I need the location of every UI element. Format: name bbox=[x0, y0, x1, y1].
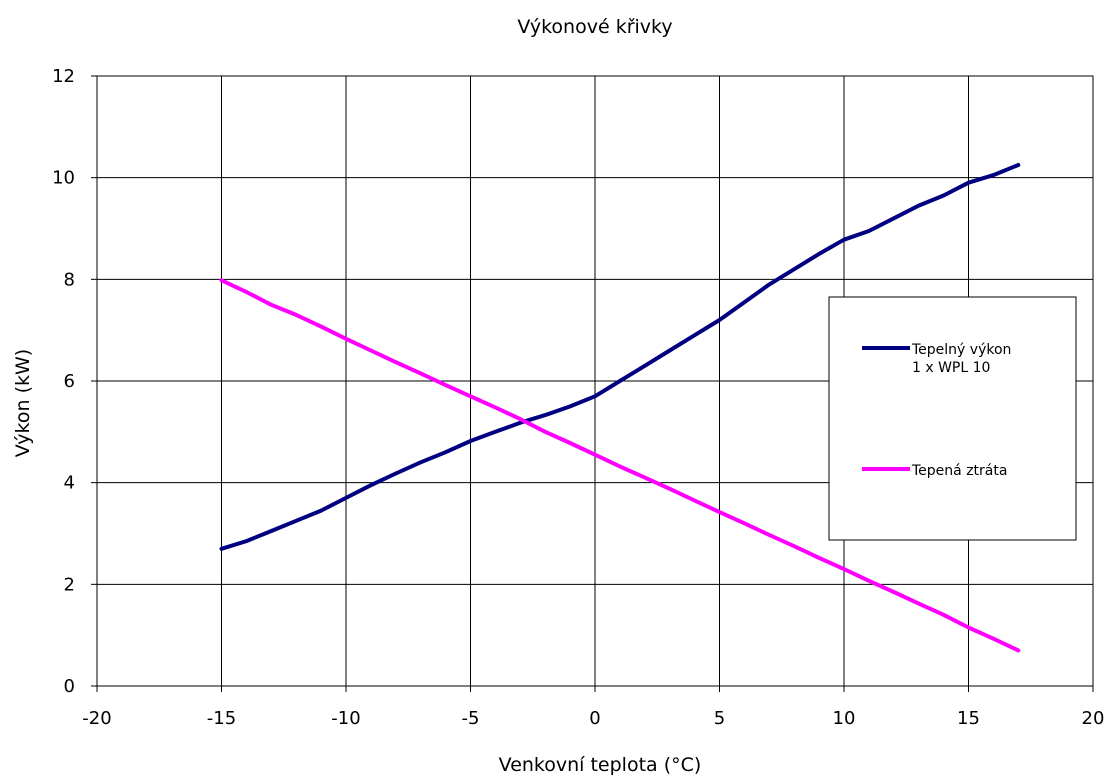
x-tick-label: -5 bbox=[462, 708, 480, 729]
y-tick-label: 4 bbox=[64, 473, 75, 494]
x-axis-title: Venkovní teplota (°C) bbox=[499, 754, 702, 776]
x-tick-label: 0 bbox=[589, 708, 600, 729]
legend: Tepelný výkon 1 x WPL 10 Tepená ztráta bbox=[828, 296, 1077, 541]
legend-label-2: Tepená ztráta bbox=[911, 463, 1007, 479]
y-axis-title: Výkon (kW) bbox=[12, 349, 34, 457]
series-lines bbox=[219, 163, 1021, 653]
y-tick-label: 10 bbox=[52, 168, 75, 189]
y-tick-label: 2 bbox=[64, 574, 75, 595]
x-tick-label: 5 bbox=[714, 708, 725, 729]
x-tick-label: -10 bbox=[331, 708, 360, 729]
x-tick-label: 20 bbox=[1082, 708, 1105, 729]
y-axis-ticks: 0 2 4 6 8 10 12 bbox=[52, 66, 97, 697]
x-tick-label: -15 bbox=[207, 708, 236, 729]
chart-title: Výkonové křivky bbox=[517, 16, 673, 38]
legend-box bbox=[828, 296, 1077, 541]
y-tick-label: 8 bbox=[64, 269, 75, 290]
series-line-1 bbox=[219, 163, 1021, 551]
x-tick-label: -20 bbox=[82, 708, 111, 729]
y-tick-label: 0 bbox=[64, 676, 75, 697]
legend-label-1: Tepelný výkon 1 x WPL 10 bbox=[911, 342, 1011, 376]
x-axis-ticks: -20 -15 -10 -5 0 5 10 15 20 bbox=[82, 686, 1104, 729]
x-tick-label: 15 bbox=[957, 708, 980, 729]
y-tick-label: 6 bbox=[64, 371, 75, 392]
y-tick-label: 12 bbox=[52, 66, 75, 87]
series-line-2 bbox=[219, 278, 1021, 653]
x-tick-label: 10 bbox=[833, 708, 856, 729]
